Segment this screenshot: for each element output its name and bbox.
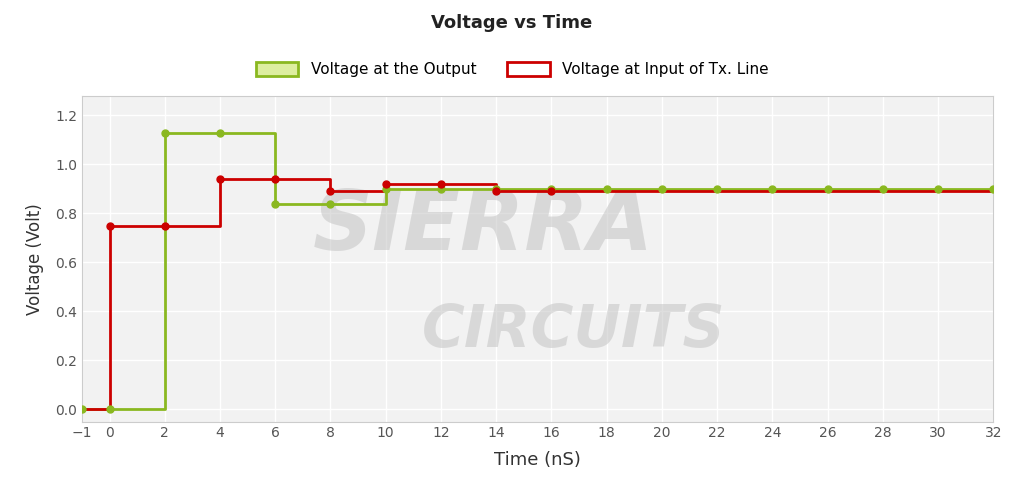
Text: CIRCUITS: CIRCUITS: [422, 302, 726, 359]
X-axis label: Time (nS): Time (nS): [495, 452, 581, 469]
Legend: Voltage at the Output, Voltage at Input of Tx. Line: Voltage at the Output, Voltage at Input …: [250, 56, 774, 83]
Text: Voltage vs Time: Voltage vs Time: [431, 14, 593, 33]
Y-axis label: Voltage (Volt): Voltage (Volt): [26, 203, 44, 315]
Text: SIERRA: SIERRA: [312, 185, 653, 267]
